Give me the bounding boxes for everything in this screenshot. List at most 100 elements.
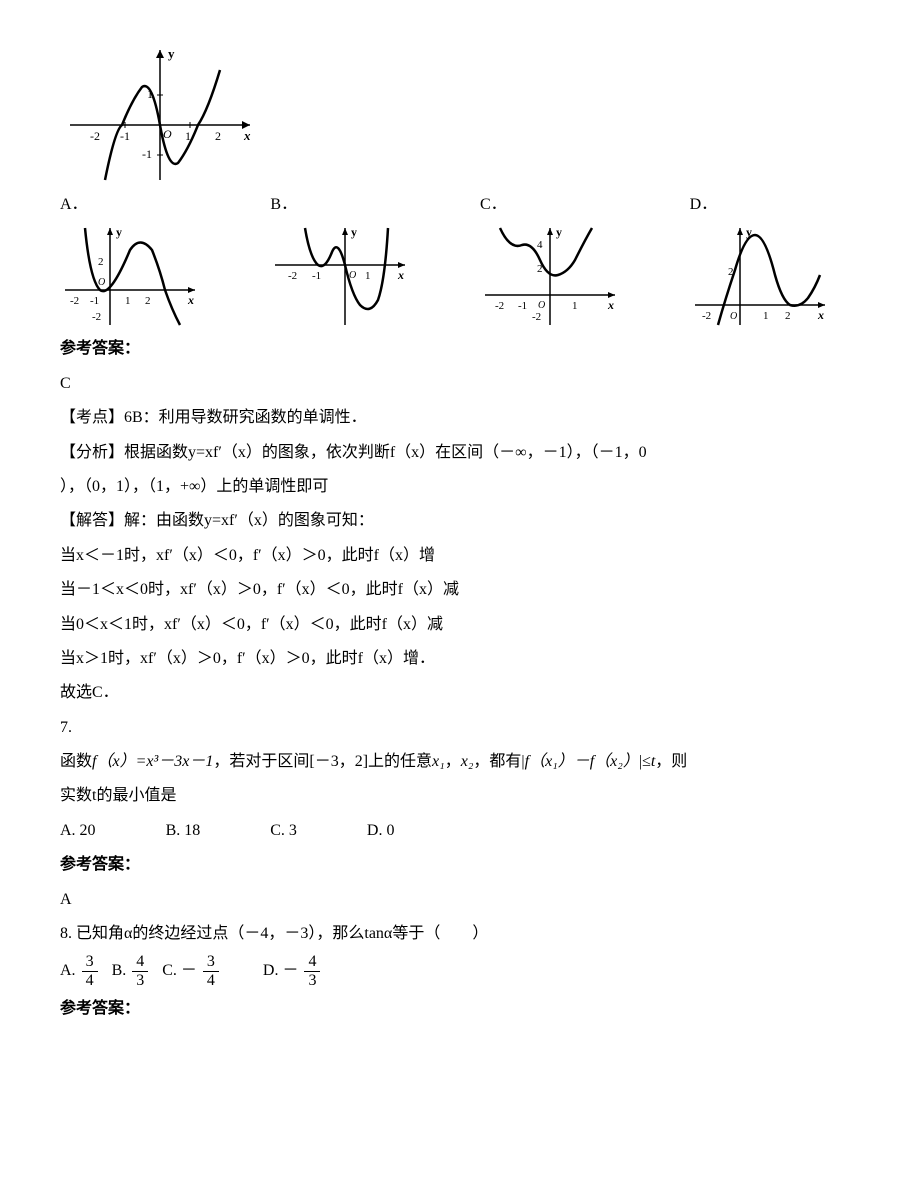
svg-text:x: x xyxy=(243,128,251,143)
q7-choice-b: B. 18 xyxy=(166,816,201,846)
q7-line1: 函数f（x）=x³－3x－1，若对于区间[－3，2]上的任意x₁，x₂，都有|f… xyxy=(60,747,860,777)
svg-text:-1: -1 xyxy=(120,129,130,143)
answer-heading-8: 参考答案： xyxy=(60,994,860,1024)
q8-c-num: 3 xyxy=(203,953,219,972)
q8-a-num: 3 xyxy=(82,953,98,972)
svg-text:-2: -2 xyxy=(70,295,79,307)
option-c-label: C． xyxy=(480,196,507,213)
svg-text:x: x xyxy=(817,308,824,322)
svg-text:1: 1 xyxy=(763,310,769,322)
option-b-graph: y x O -2 -1 1 xyxy=(270,220,410,330)
solve-line-3: 当－1＜x＜0时，xf′（x）＞0，f′（x）＜0，此时f（x）减 xyxy=(60,575,860,605)
option-b: B． y x O -2 -1 1 xyxy=(270,190,440,330)
q8-c-den: 4 xyxy=(203,972,219,990)
q7-t9: |≤ xyxy=(639,753,651,770)
option-a: A． y x O -2 -1 1 2 2 -2 xyxy=(60,190,230,330)
svg-text:x: x xyxy=(397,268,404,282)
svg-text:-1: -1 xyxy=(142,147,152,161)
q8-a-den: 4 xyxy=(82,972,98,990)
option-d-label: D． xyxy=(690,196,718,213)
svg-text:y: y xyxy=(168,46,175,61)
q7-t2: f（x）=x³－3x－1 xyxy=(92,753,213,770)
svg-text:2: 2 xyxy=(215,129,221,143)
q8-b-label: B. xyxy=(112,962,127,979)
svg-text:1: 1 xyxy=(572,300,578,312)
option-d-graph: y x O -2 1 2 2 xyxy=(690,220,830,330)
q7-choice-d: D. 0 xyxy=(367,816,395,846)
svg-text:O: O xyxy=(349,270,356,281)
option-d: D． y x O -2 1 2 2 xyxy=(690,190,860,330)
q7-t7: ，都有| xyxy=(473,753,524,770)
q7-t6: x₂ xyxy=(461,753,474,770)
q8-c-frac: 34 xyxy=(203,953,219,989)
q7-t5: ， xyxy=(445,753,461,770)
q7-choice-a: A. 20 xyxy=(60,816,96,846)
answer-7: A xyxy=(60,885,860,915)
q8-c-label: C. － xyxy=(162,962,197,979)
q7-line2-text: 实数t的最小值是 xyxy=(60,787,176,804)
main-graph: y x O -2 -1 1 2 1 -1 xyxy=(60,40,260,190)
options-row: A． y x O -2 -1 1 2 2 -2 B． xyxy=(60,190,860,330)
svg-text:2: 2 xyxy=(145,295,151,307)
q7-choices: A. 20 B. 18 C. 3 D. 0 xyxy=(60,816,860,846)
svg-text:-2: -2 xyxy=(495,300,504,312)
option-a-label: A． xyxy=(60,196,88,213)
svg-text:4: 4 xyxy=(537,239,543,251)
svg-text:1: 1 xyxy=(125,295,131,307)
option-c: C． y x O -2 -1 1 4 2 -2 xyxy=(480,190,650,330)
svg-text:-2: -2 xyxy=(92,311,101,323)
option-a-graph: y x O -2 -1 1 2 2 -2 xyxy=(60,220,200,330)
svg-text:x: x xyxy=(187,293,194,307)
svg-text:2: 2 xyxy=(98,256,104,268)
q8-d-frac: 43 xyxy=(304,953,320,989)
q7-t11: ，则 xyxy=(655,753,687,770)
q8-choice-a: A. 34 xyxy=(60,953,100,989)
q7-line2: 实数t的最小值是 xyxy=(60,781,860,811)
topic-line: 【考点】6B：利用导数研究函数的单调性． xyxy=(60,403,860,433)
svg-text:y: y xyxy=(556,225,562,239)
q8-d-num: 4 xyxy=(304,953,320,972)
q8-choice-b: B. 43 xyxy=(112,953,151,989)
q7-t4: x₁ xyxy=(432,753,445,770)
q7-choice-c: C. 3 xyxy=(270,816,297,846)
solve-line-4: 当0＜x＜1时，xf′（x）＜0，f′（x）＜0，此时f（x）减 xyxy=(60,610,860,640)
solve-line-2: 当x＜－1时，xf′（x）＜0，f′（x）＞0，此时f（x）增 xyxy=(60,541,860,571)
q7-t1: 函数 xyxy=(60,753,92,770)
svg-text:-2: -2 xyxy=(90,129,100,143)
solve-line-6: 故选C． xyxy=(60,678,860,708)
solve-line-5: 当x＞1时，xf′（x）＞0，f′（x）＞0，此时f（x）增． xyxy=(60,644,860,674)
svg-text:y: y xyxy=(351,225,357,239)
analysis-line-1: 【分析】根据函数y=xf′（x）的图象，依次判断f（x）在区间（－∞，－1），（… xyxy=(60,438,860,468)
svg-text:2: 2 xyxy=(785,310,791,322)
answer-heading-6: 参考答案： xyxy=(60,334,860,364)
option-b-label: B． xyxy=(270,196,297,213)
q7-number: 7. xyxy=(60,713,860,743)
q8-d-label: D. － xyxy=(263,962,299,979)
svg-text:-1: -1 xyxy=(518,300,527,312)
answer-6: C xyxy=(60,369,860,399)
q8-a-label: A. xyxy=(60,962,76,979)
main-graph-container: y x O -2 -1 1 2 1 -1 xyxy=(60,40,860,190)
svg-text:-2: -2 xyxy=(288,270,297,282)
svg-text:1: 1 xyxy=(365,270,371,282)
svg-text:O: O xyxy=(730,311,737,322)
svg-text:x: x xyxy=(607,298,614,312)
q8-b-frac: 43 xyxy=(132,953,148,989)
option-c-graph: y x O -2 -1 1 4 2 -2 xyxy=(480,220,620,330)
svg-text:O: O xyxy=(538,300,545,311)
q8-choices: A. 34 B. 43 C. － 34 D. － 43 xyxy=(60,953,860,989)
svg-text:O: O xyxy=(163,127,172,141)
q8-b-num: 4 xyxy=(132,953,148,972)
svg-text:-2: -2 xyxy=(532,311,541,323)
q8-choice-d: D. － 43 xyxy=(263,953,323,989)
q7-t3: ，若对于区间[－3，2]上的任意 xyxy=(213,753,432,770)
svg-text:O: O xyxy=(98,277,105,288)
analysis-line-2: ），（0，1），（1，+∞）上的单调性即可 xyxy=(60,472,860,502)
q7-t8: f（x₁）－f（x₂） xyxy=(525,753,639,770)
svg-text:-2: -2 xyxy=(702,310,711,322)
answer-heading-7: 参考答案： xyxy=(60,850,860,880)
svg-text:-1: -1 xyxy=(90,295,99,307)
q8-text: 8. 已知角α的终边经过点（－4，－3），那么tanα等于（ ） xyxy=(60,919,860,949)
svg-text:-1: -1 xyxy=(312,270,321,282)
svg-text:y: y xyxy=(116,225,122,239)
